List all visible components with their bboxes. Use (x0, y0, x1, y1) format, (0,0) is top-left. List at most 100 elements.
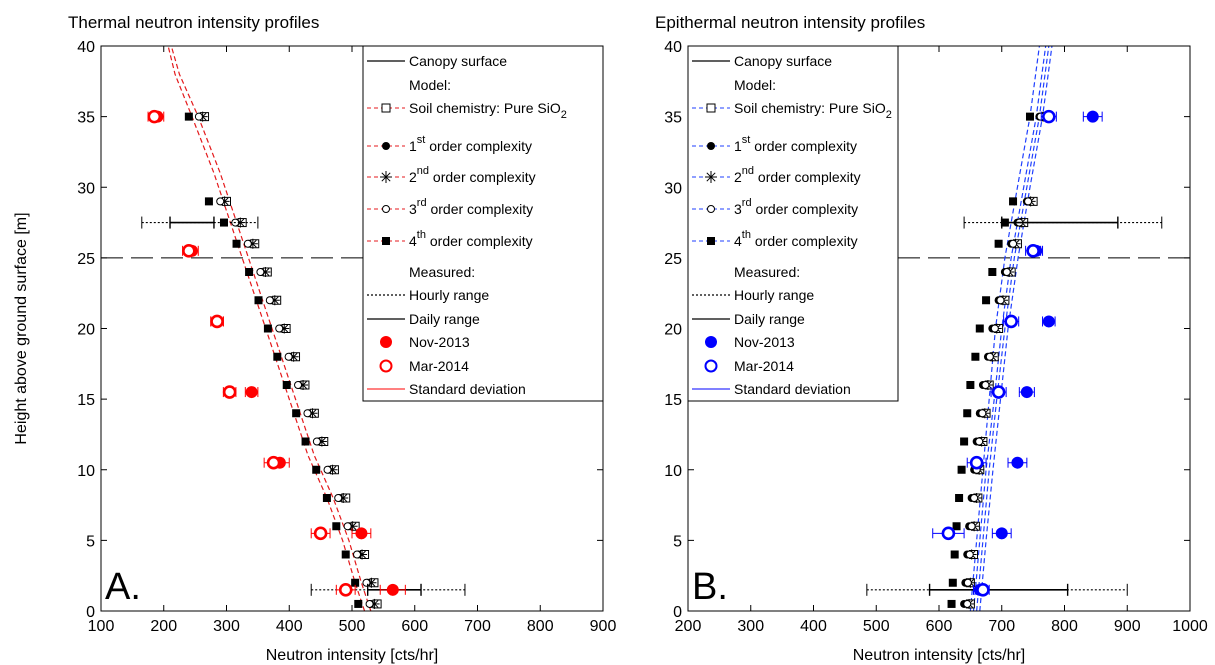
legend-label-rest: order complexity (752, 201, 859, 217)
legend-label-text: Hourly range (734, 287, 814, 303)
legend-label-text: Soil chemistry: Pure SiO (409, 100, 561, 116)
measured-point-nov-2013 (245, 386, 258, 399)
legend-label-rest: order complexity (427, 201, 534, 217)
model-point-third-order (243, 239, 252, 248)
legend-label-ordinal: 4 (409, 233, 417, 249)
legend-swatch-nov (705, 336, 717, 348)
model-point-third-order (967, 522, 976, 531)
model-point-third-order (970, 494, 979, 502)
model-point-fourth-order (955, 494, 964, 502)
legend-label-rest: order complexity (429, 169, 536, 185)
model-point-fourth-order (301, 437, 310, 446)
model-point-third-order (275, 324, 284, 333)
legend-label-ordinal: 1 (409, 138, 417, 154)
model-point-fourth-order (341, 550, 350, 559)
model-point-third-order (353, 550, 362, 559)
model-point-fourth-order (322, 494, 331, 502)
legend-label-superscript: rd (417, 197, 427, 209)
legend-swatch-third-order (707, 205, 715, 213)
y-tick-label: 25 (664, 251, 682, 268)
x-tick-label: 600 (401, 618, 428, 635)
model-point-fourth-order (952, 522, 961, 531)
model-point-third-order (1009, 239, 1018, 248)
legend-label-daily: Daily range (734, 311, 805, 327)
chart-title: Epithermal neutron intensity profiles (655, 13, 925, 32)
model-point-fourth-order (273, 352, 282, 361)
panel-label: A. (105, 566, 141, 608)
model-point-third-order (312, 437, 321, 446)
model-point-third-order (1002, 268, 1011, 276)
model-point-fourth-order (971, 352, 980, 361)
legend-label-text: Measured: (734, 264, 800, 280)
model-point-third-order (256, 268, 265, 276)
legend-label-measured-header: Measured: (409, 264, 475, 280)
legend-label-superscript: st (742, 134, 751, 146)
legend-label-first-order: 1st order complexity (409, 134, 532, 154)
y-tick-label: 25 (77, 251, 95, 268)
model-point-third-order (985, 352, 994, 361)
model-point-third-order (1024, 197, 1033, 206)
model-point-fourth-order (950, 550, 959, 559)
legend-swatch-nov (380, 336, 392, 348)
model-point-fourth-order (282, 381, 291, 389)
legend-swatch-second-order (706, 172, 716, 182)
legend-label-mar: Mar-2014 (734, 358, 794, 374)
legend-label-text: Nov-2013 (409, 334, 470, 350)
legend-label-ordinal: 2 (734, 169, 742, 185)
legend-swatch-second-order (705, 171, 717, 183)
measured-point-nov-2013 (995, 527, 1008, 540)
model-point-fourth-order (292, 409, 301, 418)
legend-swatch-third-order (707, 205, 715, 213)
legend-label-superscript: th (742, 229, 751, 241)
y-tick-label: 35 (664, 110, 682, 127)
legend-label-daily: Daily range (409, 311, 480, 327)
x-tick-label: 600 (926, 618, 953, 635)
legend-label-text: Daily range (734, 311, 805, 327)
model-point-fourth-order (204, 197, 213, 206)
legend-label-first-order: 1st order complexity (734, 134, 857, 154)
y-axis-label: Height above ground surface [m] (13, 212, 30, 444)
legend-label-soil-sio2: Soil chemistry: Pure SiO2 (734, 100, 892, 121)
legend-swatch-fourth-order (382, 237, 390, 245)
x-tick-label: 1000 (1172, 618, 1208, 635)
measured-point-mar-2014 (941, 526, 956, 541)
legend-box (362, 45, 604, 402)
legend-label-nov: Nov-2013 (409, 334, 470, 350)
model-point-fourth-order (1025, 112, 1034, 121)
measured-point-mar-2014 (1042, 109, 1056, 124)
legend-label-ordinal: 2 (409, 169, 417, 185)
model-point-fourth-order (332, 522, 341, 531)
model-point-fourth-order (219, 218, 228, 227)
chart-title: Thermal neutron intensity profiles (68, 13, 319, 32)
model-point-fourth-order (1009, 197, 1018, 206)
model-line (979, 45, 1053, 612)
legend-label-text: Model: (734, 77, 776, 93)
y-tick-label: 5 (86, 533, 95, 550)
model-point-fourth-order (254, 296, 263, 305)
measured-point-nov-2013 (1020, 386, 1033, 399)
y-tick-label: 20 (664, 322, 682, 339)
y-tick-label: 15 (77, 392, 95, 409)
x-tick-label: 400 (800, 618, 827, 635)
x-tick-label: 200 (675, 618, 702, 635)
legend-label-text: Canopy surface (734, 53, 832, 69)
y-tick-label: 40 (664, 39, 682, 56)
x-tick-label: 700 (464, 618, 491, 635)
legend-label-std: Standard deviation (734, 381, 851, 397)
model-point-third-order (963, 599, 972, 608)
legend-label-superscript: th (417, 229, 426, 241)
model-point-third-order (996, 296, 1005, 305)
model-point-third-order (990, 324, 999, 333)
legend-label-rest: order complexity (425, 138, 532, 154)
measured-point-nov-2013 (1042, 315, 1055, 328)
legend-label-rest: order complexity (426, 233, 533, 249)
legend-swatch-second-order (381, 172, 391, 182)
measured-point-mar-2014 (210, 314, 224, 329)
legend-label-mar: Mar-2014 (409, 358, 469, 374)
x-tick-label: 300 (737, 618, 764, 635)
legend-swatch-second-order (380, 171, 392, 183)
model-line (976, 45, 1050, 612)
chart-panel-b: Epithermal neutron intensity profiles 200… (655, 13, 1208, 664)
x-axis-label: Neutron intensity [cts/hr] (853, 647, 1026, 664)
legend-label-model-header: Model: (734, 77, 776, 93)
